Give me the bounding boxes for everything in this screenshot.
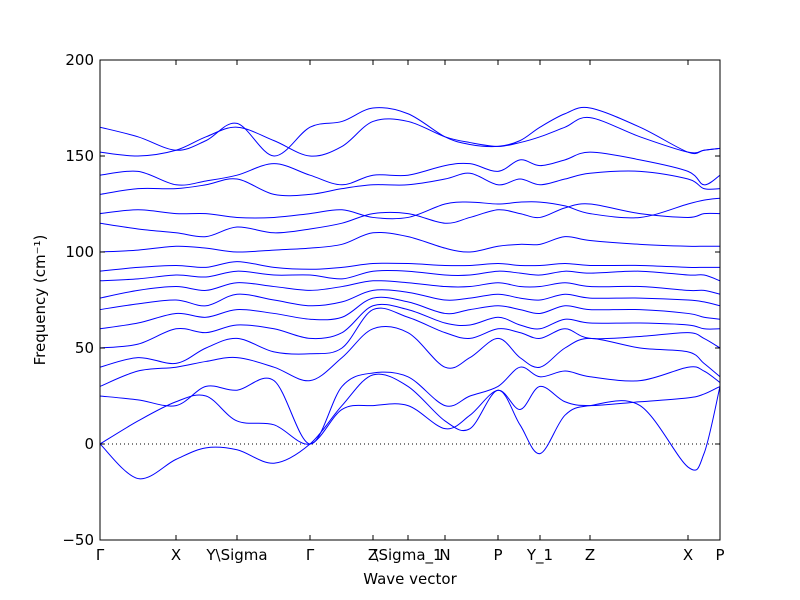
y-tick-label: 100 — [65, 243, 94, 261]
y-axis-label: Frequency (cm⁻¹) — [31, 235, 49, 366]
band-line — [100, 303, 720, 349]
band-line — [100, 203, 720, 238]
plot-frame — [99, 59, 721, 541]
x-tick-label: \Sigma_1 — [373, 546, 442, 565]
x-tick-label: X — [683, 546, 693, 564]
x-tick-label: Γ — [306, 546, 315, 564]
band-line — [100, 385, 720, 445]
x-tick-label: P — [493, 546, 502, 564]
plot-area — [100, 60, 720, 540]
y-tick-label: 150 — [65, 147, 94, 165]
y-tick-label: 200 — [65, 51, 94, 69]
y-tick-label: 50 — [75, 339, 94, 357]
x-tick-label: Γ — [96, 546, 105, 564]
band-line — [100, 373, 720, 480]
x-tick-label: Z — [368, 546, 378, 564]
x-tick-label: Z — [585, 546, 595, 564]
band-line — [100, 106, 720, 157]
band-line — [100, 170, 720, 197]
band-line — [100, 326, 720, 387]
x-tick-label: N — [439, 546, 450, 564]
band-line — [100, 366, 720, 445]
x-tick-label: X — [171, 546, 181, 564]
x-tick-label: P — [715, 546, 724, 564]
y-tick-label: 0 — [84, 435, 94, 453]
band-line — [100, 296, 720, 330]
x-tick-label: Y\Sigma — [205, 546, 267, 564]
band-line — [100, 289, 720, 311]
x-axis-label: Wave vector — [363, 570, 457, 588]
band-line — [100, 280, 720, 299]
band-line — [100, 151, 720, 186]
y-tick-label: −50 — [62, 531, 94, 549]
x-tick-label: Y_1 — [526, 546, 553, 565]
band-line — [100, 197, 720, 220]
band-line — [100, 231, 720, 253]
band-line — [100, 307, 720, 368]
band-line — [100, 269, 720, 282]
band-line — [100, 261, 720, 272]
